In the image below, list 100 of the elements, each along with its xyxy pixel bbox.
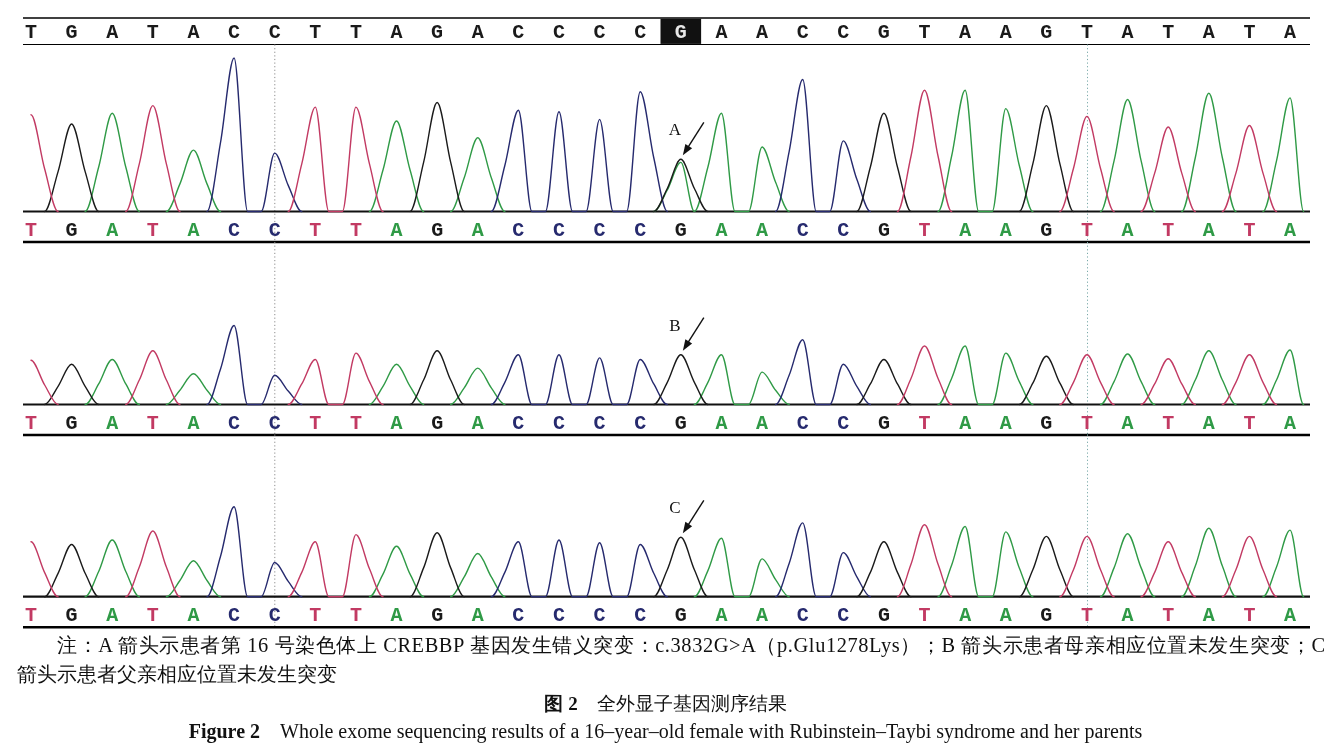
x-tick-label: A	[715, 412, 728, 435]
category-label: G	[1040, 21, 1053, 45]
x-tick-label: C	[837, 219, 850, 242]
text: 图 2 全外显子基因测序结果	[544, 693, 787, 714]
x-tick-label: T	[1162, 604, 1175, 628]
category-label: A	[959, 21, 972, 45]
x-tick-label: C	[593, 219, 606, 242]
x-tick-label: C	[593, 412, 606, 435]
x-tick-label: A	[1284, 219, 1297, 242]
annotation: A	[668, 120, 682, 140]
x-tick-label: A	[1121, 219, 1134, 242]
x-tick-label: G	[1040, 604, 1053, 628]
x-tick-label: A	[187, 412, 200, 435]
x-tick-label: G	[877, 219, 890, 242]
x-tick-label: C	[552, 219, 565, 242]
category-label: A	[756, 21, 769, 45]
category-label: A	[1121, 21, 1134, 45]
x-tick-label: T	[146, 219, 159, 242]
x-tick-label: A	[999, 412, 1012, 435]
x-tick-label: C	[512, 412, 525, 435]
x-tick-label: A	[959, 219, 972, 242]
x-tick-label: G	[674, 412, 687, 435]
category-label: G	[877, 21, 890, 45]
x-tick-label: G	[674, 219, 687, 242]
category-label: A	[187, 21, 200, 45]
x-tick-label: C	[796, 219, 809, 242]
category-label: T	[1162, 21, 1175, 45]
x-tick-label: G	[1040, 412, 1053, 435]
x-tick-label: T	[1162, 219, 1175, 242]
x-tick-label: T	[24, 219, 38, 242]
category-label: T	[349, 21, 362, 45]
category-label: T	[1080, 21, 1093, 45]
category-label: A	[1283, 21, 1297, 45]
x-tick-label: T	[349, 604, 362, 628]
x-tick-label: T	[1080, 604, 1093, 628]
x-tick-label: A	[999, 604, 1012, 628]
category-label: C	[268, 21, 281, 45]
x-tick-label: G	[877, 604, 890, 628]
x-tick-label: C	[228, 412, 241, 435]
x-tick-label: A	[390, 412, 403, 435]
x-tick-label: A	[187, 604, 200, 628]
category-label: A	[390, 21, 403, 45]
x-tick-label: A	[1121, 604, 1134, 628]
x-tick-label: A	[471, 219, 484, 242]
x-tick-label: T	[24, 604, 38, 628]
x-tick-label: A	[390, 219, 403, 242]
x-tick-label: A	[106, 604, 119, 628]
category-label: C	[552, 21, 565, 45]
x-tick-label: T	[1243, 604, 1256, 628]
category-label: T	[24, 21, 38, 45]
x-tick-label: C	[634, 604, 647, 628]
x-tick-label: T	[918, 412, 931, 435]
x-tick-label: G	[431, 219, 444, 242]
x-tick-label: C	[593, 604, 606, 628]
x-tick-label: T	[349, 219, 362, 242]
x-tick-label: T	[1080, 412, 1093, 435]
x-tick-label: G	[431, 412, 444, 435]
x-tick-label: C	[796, 604, 809, 628]
category-label: A	[471, 21, 484, 45]
x-tick-label: A	[999, 219, 1012, 242]
x-tick-label: A	[106, 412, 119, 435]
x-tick-label: A	[390, 604, 403, 628]
x-tick-label: C	[837, 412, 850, 435]
x-tick-label: C	[796, 412, 809, 435]
x-tick-label: C	[512, 219, 525, 242]
x-tick-label: A	[106, 219, 119, 242]
x-tick-label: G	[65, 219, 78, 242]
category-label: C	[228, 21, 241, 45]
x-tick-label: T	[146, 412, 159, 435]
category-label: C	[796, 21, 809, 45]
x-tick-label: A	[1202, 412, 1215, 435]
category-label: A	[999, 21, 1012, 45]
x-tick-label: A	[959, 604, 972, 628]
x-tick-label: C	[268, 412, 281, 435]
x-tick-label: G	[1040, 219, 1053, 242]
annotation: C	[669, 498, 681, 518]
category-label: T	[1243, 21, 1256, 45]
x-tick-label: C	[268, 604, 281, 628]
annotation: B	[669, 315, 681, 335]
x-tick-label: T	[309, 412, 322, 435]
category-label: C	[837, 21, 850, 45]
x-tick-label: A	[756, 412, 769, 435]
category-label: C	[593, 21, 606, 45]
x-tick-label: T	[918, 219, 931, 242]
x-tick-label: G	[431, 604, 444, 628]
x-tick-label: T	[309, 219, 322, 242]
x-tick-label: A	[471, 412, 484, 435]
category-label: T	[309, 21, 322, 45]
x-tick-label: T	[1162, 412, 1175, 435]
x-tick-label: C	[837, 604, 850, 628]
x-tick-label: T	[349, 412, 362, 435]
category-label: T	[146, 21, 159, 45]
x-tick-label: G	[674, 604, 687, 628]
x-tick-label: C	[512, 604, 525, 628]
x-tick-label: A	[471, 604, 484, 628]
x-tick-label: A	[1284, 604, 1297, 628]
category-label: G	[431, 21, 444, 45]
x-tick-label: A	[1202, 604, 1215, 628]
x-tick-label: G	[65, 604, 78, 628]
x-tick-label: A	[756, 219, 769, 242]
